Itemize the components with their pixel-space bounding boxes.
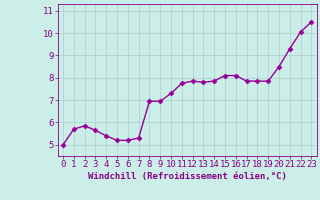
X-axis label: Windchill (Refroidissement éolien,°C): Windchill (Refroidissement éolien,°C): [88, 172, 287, 181]
